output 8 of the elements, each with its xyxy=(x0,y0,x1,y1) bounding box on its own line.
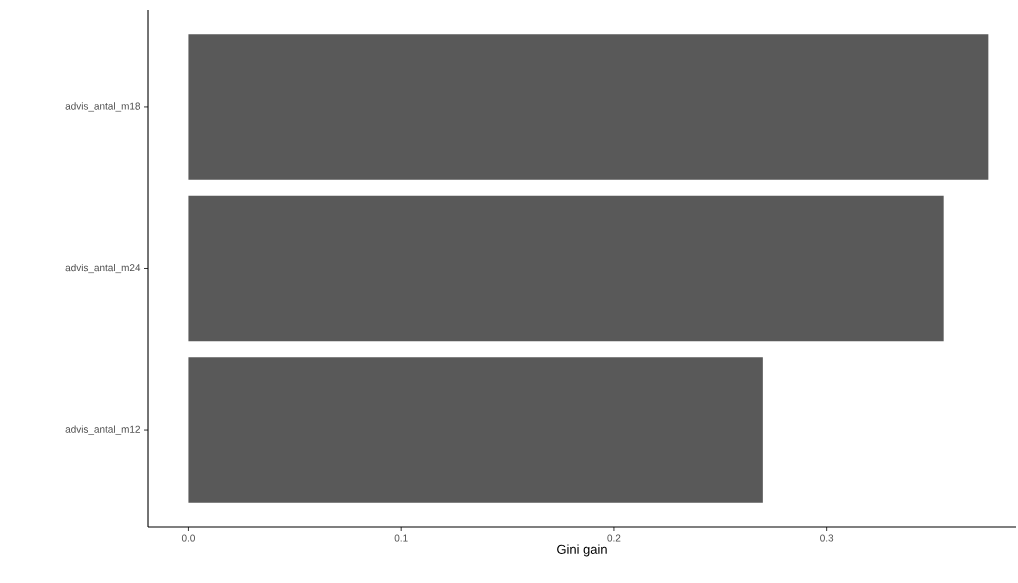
x-tick-label: 0.2 xyxy=(607,534,621,542)
x-tick-label: 0.0 xyxy=(181,534,195,542)
x-tick-label: 0.1 xyxy=(394,534,408,542)
x-axis-title: Gini gain xyxy=(557,544,607,557)
y-tick-label: advis_antal_m12 xyxy=(65,425,140,435)
y-tick-label: advis_antal_m24 xyxy=(65,263,141,274)
x-tick-label: 0.3 xyxy=(820,534,834,542)
y-tick-label: advis_antal_m18 xyxy=(65,102,141,112)
